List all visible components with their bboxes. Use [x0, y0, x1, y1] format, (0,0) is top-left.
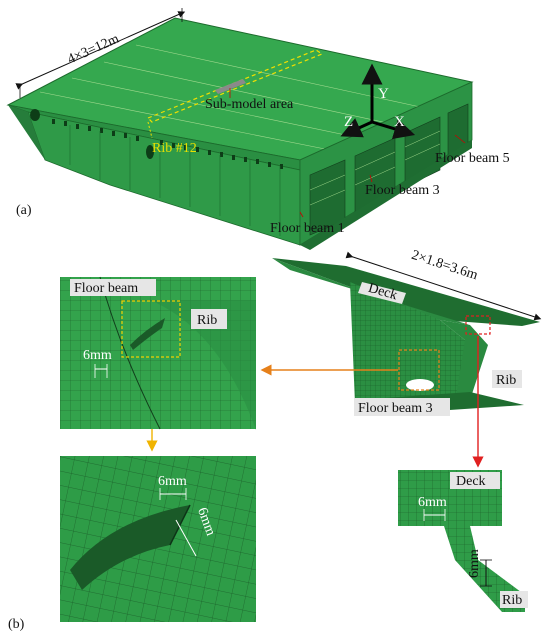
inset2-mesh-a-label: 6mm — [158, 474, 187, 489]
inset-junction: Floor beam Rib 6mm — [60, 276, 256, 430]
inset-weld-section: Deck 6mm 6mm Rib — [398, 470, 528, 612]
inset3-mesh-a-label: 6mm — [418, 495, 447, 510]
sub-model-mark — [215, 79, 246, 94]
panel-a-label: (a) — [16, 203, 32, 218]
rib-label: Rib — [496, 373, 516, 388]
inset3-deck-label: Deck — [456, 474, 486, 489]
inset3-rib-label: Rib — [502, 593, 522, 608]
floor-beam-3-b-label: Floor beam 3 — [358, 401, 433, 416]
dimension-3-6m-label: 2×1.8=3.6m — [410, 248, 480, 284]
coordinate-axes: Y Z X — [340, 63, 416, 140]
inset1-floor-beam-label: Floor beam — [74, 281, 138, 296]
rib-tag: Rib — [492, 370, 522, 388]
floor-beam-3-label: Floor beam 3 — [365, 183, 440, 198]
sub-model-label: Sub-model area — [205, 97, 294, 112]
axis-x: X — [394, 114, 405, 130]
floor-beam-1-label: Floor beam 1 — [270, 221, 345, 236]
panel-b-label: (b) — [8, 617, 25, 632]
sub-model-view — [272, 258, 540, 412]
axis-y: Y — [378, 86, 389, 102]
rib12-label: Rib #12 — [152, 141, 197, 156]
floor-beam-5-label: Floor beam 5 — [435, 151, 510, 166]
floor-beam-labels: Floor beam 5 Floor beam 3 Floor beam 1 — [270, 134, 510, 236]
axis-z: Z — [344, 114, 353, 130]
inset3-mesh-b-label: 6mm — [467, 549, 482, 578]
inset1-mesh-label: 6mm — [83, 348, 112, 363]
inset1-rib-label: Rib — [197, 313, 217, 328]
inset-closeup: 6mm 6mm — [60, 456, 256, 622]
rib12-callout: Rib #12 — [147, 121, 197, 156]
floor-beam-3-tag: Floor beam 3 — [354, 398, 450, 416]
sub-model-callout: Sub-model area — [205, 88, 294, 112]
